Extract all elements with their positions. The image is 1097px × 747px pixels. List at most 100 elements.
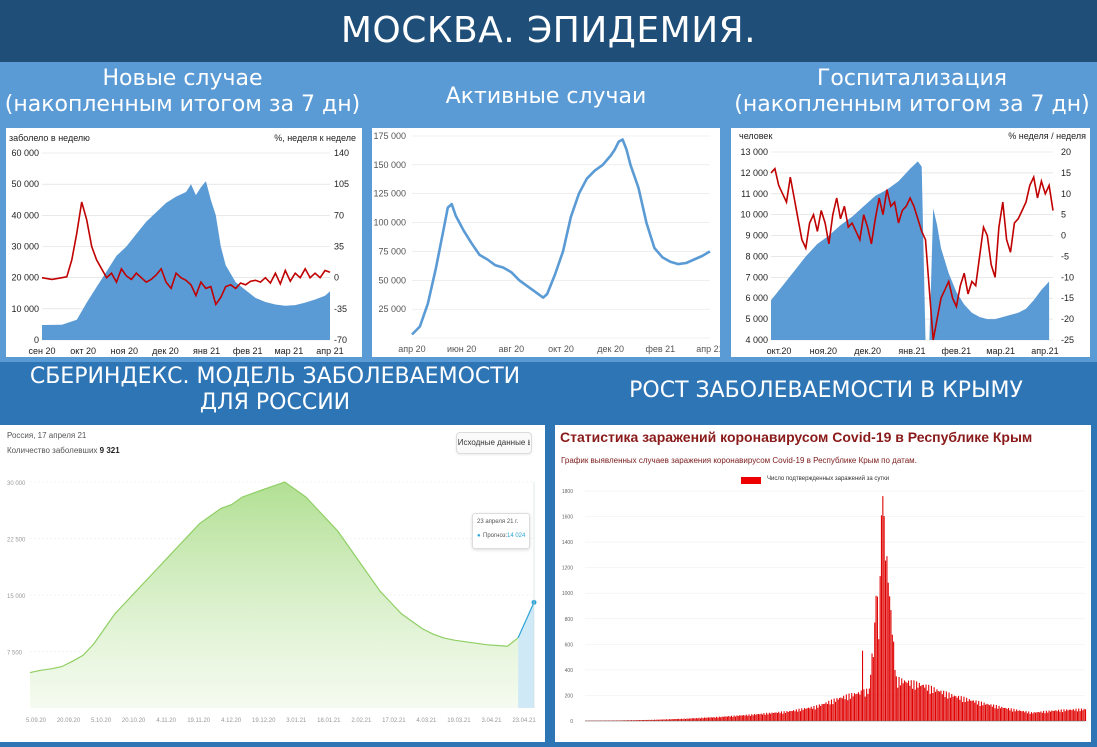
daily-bar [995,705,997,721]
daily-bar [1063,709,1065,721]
daily-bar [795,709,797,721]
crimea-chart-subtitle: График выявленных случаев заражения коро… [561,456,917,465]
daily-bar [1010,708,1012,721]
sber-title-line2: ДЛЯ РОССИИ [199,390,351,416]
daily-bar [1071,710,1073,721]
daily-bar [966,697,968,721]
x-tick-label: апр 21 [316,346,343,356]
y-tick-label: 100 000 [373,218,406,228]
new-cases-chart: 0 -70 10 000 -35 20 000 0 30 000 35 40 000 70 50 0… [11,148,349,356]
daily-bar [920,686,922,721]
daily-bar [721,716,723,721]
daily-bar [714,717,716,721]
daily-bar [794,711,796,721]
daily-bar [763,713,765,721]
daily-bar [767,714,769,721]
legend-label: Число подтвержденных заражений за сутки [767,476,890,482]
daily-bar [843,695,845,721]
daily-bar [947,698,949,721]
daily-bar [937,691,939,721]
x-tick-label: фев.21 [941,346,971,356]
daily-bar [979,706,981,721]
daily-bar [1078,708,1080,721]
daily-bar [698,717,700,721]
daily-bar [1052,710,1054,721]
daily-bar [853,693,855,721]
y-tick-label: 150 000 [373,160,406,170]
daily-bar [986,703,988,721]
daily-bar [935,691,937,721]
x-tick-label: апр 21 [696,344,720,354]
daily-bar [760,713,762,721]
new-cases-area [42,181,330,340]
daily-bar [755,714,757,721]
x-tick-label: фев 21 [645,344,675,354]
y-tick-label: 7 500 [7,651,23,657]
daily-bar [994,708,996,721]
daily-bar [1035,712,1037,721]
daily-bar [797,711,799,721]
hospitalization-panel: человек % неделя / неделя 4 000 -25 5 000 -… [731,128,1090,357]
daily-bar [1085,709,1087,721]
active-cases-panel: 25 000 50 000 75 000 100 000 125 000 150 000 1… [372,128,720,357]
daily-bar [1047,712,1049,721]
daily-bar [630,720,632,721]
x-tick-label: янв.21 [898,346,925,356]
cases-area [30,482,519,708]
daily-bar [743,715,745,721]
daily-bar [668,719,670,721]
daily-bar [908,680,910,721]
y-tick-label: 9 000 [745,231,768,241]
daily-bar [887,582,889,721]
daily-bar [972,700,974,721]
source-data-button[interactable]: Исходные данные ⭳ [456,432,532,454]
daily-bar [685,719,687,721]
daily-bar [747,715,749,721]
daily-bar [1048,710,1050,721]
y-tick-label: 5 000 [745,314,768,324]
daily-bar [1021,711,1023,721]
daily-bar [785,712,787,721]
daily-bar [771,712,773,721]
x-tick-label: 20.10.20 [122,718,146,724]
daily-bar [1043,710,1045,721]
daily-bar [799,711,801,721]
x-tick-label: окт.20 [767,346,792,356]
daily-bar [741,715,743,721]
daily-bar [655,719,657,721]
daily-bar [645,719,647,721]
daily-bar [913,680,915,721]
daily-bar [628,720,630,721]
daily-bar [637,720,639,721]
daily-bar [664,719,666,721]
x-tick-label: ноя.20 [810,346,837,356]
x-tick-label: мар 21 [274,346,303,356]
daily-bar [717,717,719,721]
legend-swatch [741,477,761,484]
daily-bar [774,712,776,721]
daily-bar [809,708,811,721]
daily-bar [832,704,834,721]
daily-bar [930,685,932,721]
daily-bar [810,706,812,721]
daily-bar [1067,710,1069,721]
daily-bar [1024,712,1026,721]
daily-bar [636,720,638,721]
daily-bar [817,707,819,721]
daily-bar [1075,708,1077,721]
daily-bar [1064,711,1066,721]
y-tick-label: 4 000 [745,335,768,345]
daily-bar [818,704,820,721]
daily-bar [753,714,755,721]
hospitalization-area [771,161,1050,340]
daily-bar [1009,710,1011,721]
daily-bar [959,699,961,721]
daily-bar [758,714,760,721]
daily-bar [674,719,676,721]
y2-tick-label: 70 [334,210,344,220]
daily-bar [1012,711,1014,721]
daily-bar [820,705,822,721]
y-tick-label: 12 000 [740,168,768,178]
daily-bar [941,694,943,721]
daily-bar [780,711,782,721]
